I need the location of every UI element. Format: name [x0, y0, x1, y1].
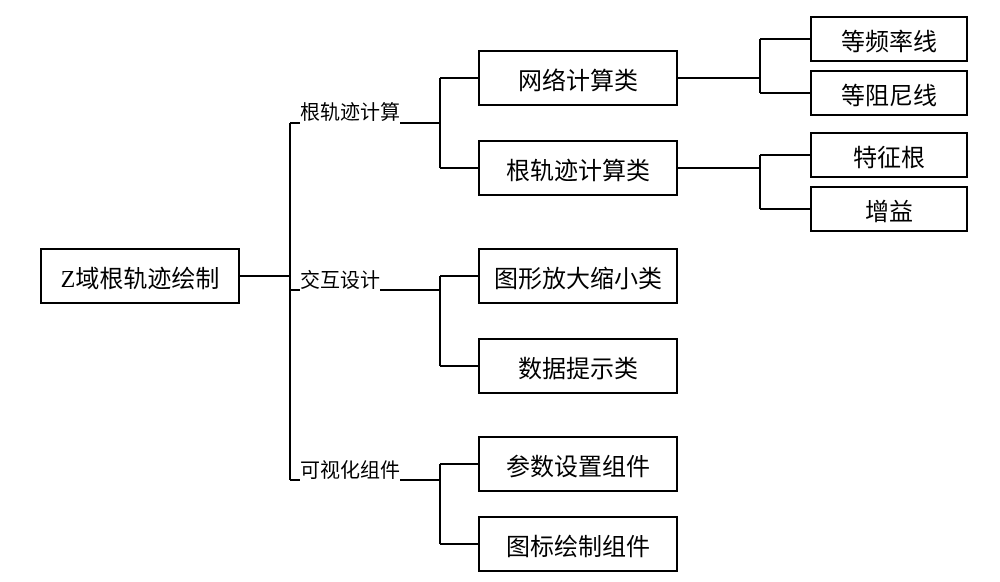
- diagram-canvas: Z域根轨迹绘制 网络计算类 根轨迹计算类 图形放大缩小类 数据提示类 参数设置组…: [0, 0, 1000, 582]
- branch-label-interaction: 交互设计: [300, 264, 380, 293]
- node-label: 增益: [865, 192, 913, 227]
- node-label: 数据提示类: [518, 349, 638, 384]
- node-iso-frequency: 等频率线: [810, 16, 968, 62]
- branch-label-text: 可视化组件: [300, 460, 400, 482]
- node-eigenroot: 特征根: [810, 132, 968, 178]
- node-data-hint: 数据提示类: [478, 338, 678, 394]
- node-rootlocus-compute: 根轨迹计算类: [478, 140, 678, 196]
- branch-label-text: 根轨迹计算: [300, 102, 400, 124]
- node-gain: 增益: [810, 186, 968, 232]
- node-icon-comp: 图标绘制组件: [478, 516, 678, 572]
- node-label: 参数设置组件: [506, 447, 650, 482]
- node-label: Z域根轨迹绘制: [61, 259, 220, 294]
- node-label: 特征根: [853, 138, 925, 173]
- node-zoom: 图形放大缩小类: [478, 248, 678, 304]
- branch-label-text: 交互设计: [300, 270, 380, 292]
- node-label: 图形放大缩小类: [494, 259, 662, 294]
- node-root: Z域根轨迹绘制: [40, 248, 240, 304]
- node-label: 网络计算类: [518, 61, 638, 96]
- node-network-compute: 网络计算类: [478, 50, 678, 106]
- node-param-comp: 参数设置组件: [478, 436, 678, 492]
- node-label: 等频率线: [841, 22, 937, 57]
- node-label: 根轨迹计算类: [506, 151, 650, 186]
- branch-label-calc: 根轨迹计算: [300, 96, 400, 125]
- node-label: 等阻尼线: [841, 76, 937, 111]
- node-label: 图标绘制组件: [506, 527, 650, 562]
- node-iso-damping: 等阻尼线: [810, 70, 968, 116]
- branch-label-visual: 可视化组件: [300, 454, 400, 483]
